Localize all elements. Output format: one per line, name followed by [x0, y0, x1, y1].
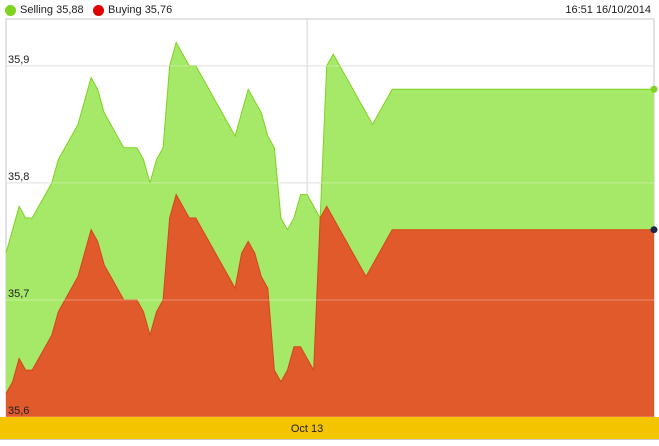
- series-endpoint-buying: [650, 226, 658, 234]
- buying-dot-icon: [93, 4, 104, 16]
- x-axis-band: [0, 417, 659, 439]
- selling-dot-icon: [5, 4, 16, 16]
- x-tick-label: Oct 13: [291, 423, 323, 435]
- legend-label-buying: Buying 35,76: [108, 4, 173, 16]
- timestamp: 16:51 16/10/2014: [565, 4, 651, 16]
- series-line-selling: [5, 41, 654, 254]
- y-tick-label: 35,9: [8, 54, 29, 66]
- y-tick-label: 35,8: [8, 171, 29, 183]
- y-tick-label: 35,6: [8, 405, 29, 417]
- legend-item-selling[interactable]: Selling 35,88: [5, 4, 84, 16]
- series-area-buying: [6, 194, 654, 417]
- series-endpoint-selling: [650, 85, 658, 93]
- legend-label-selling: Selling 35,88: [20, 4, 84, 16]
- x-axis-bottom-line: [0, 439, 659, 440]
- legend: Selling 35,88 Buying 35,76 16:51 16/10/2…: [0, 0, 659, 20]
- y-tick-label: 35,7: [8, 288, 29, 300]
- series-line-buying: [5, 193, 654, 394]
- legend-item-buying[interactable]: Buying 35,76: [93, 4, 172, 16]
